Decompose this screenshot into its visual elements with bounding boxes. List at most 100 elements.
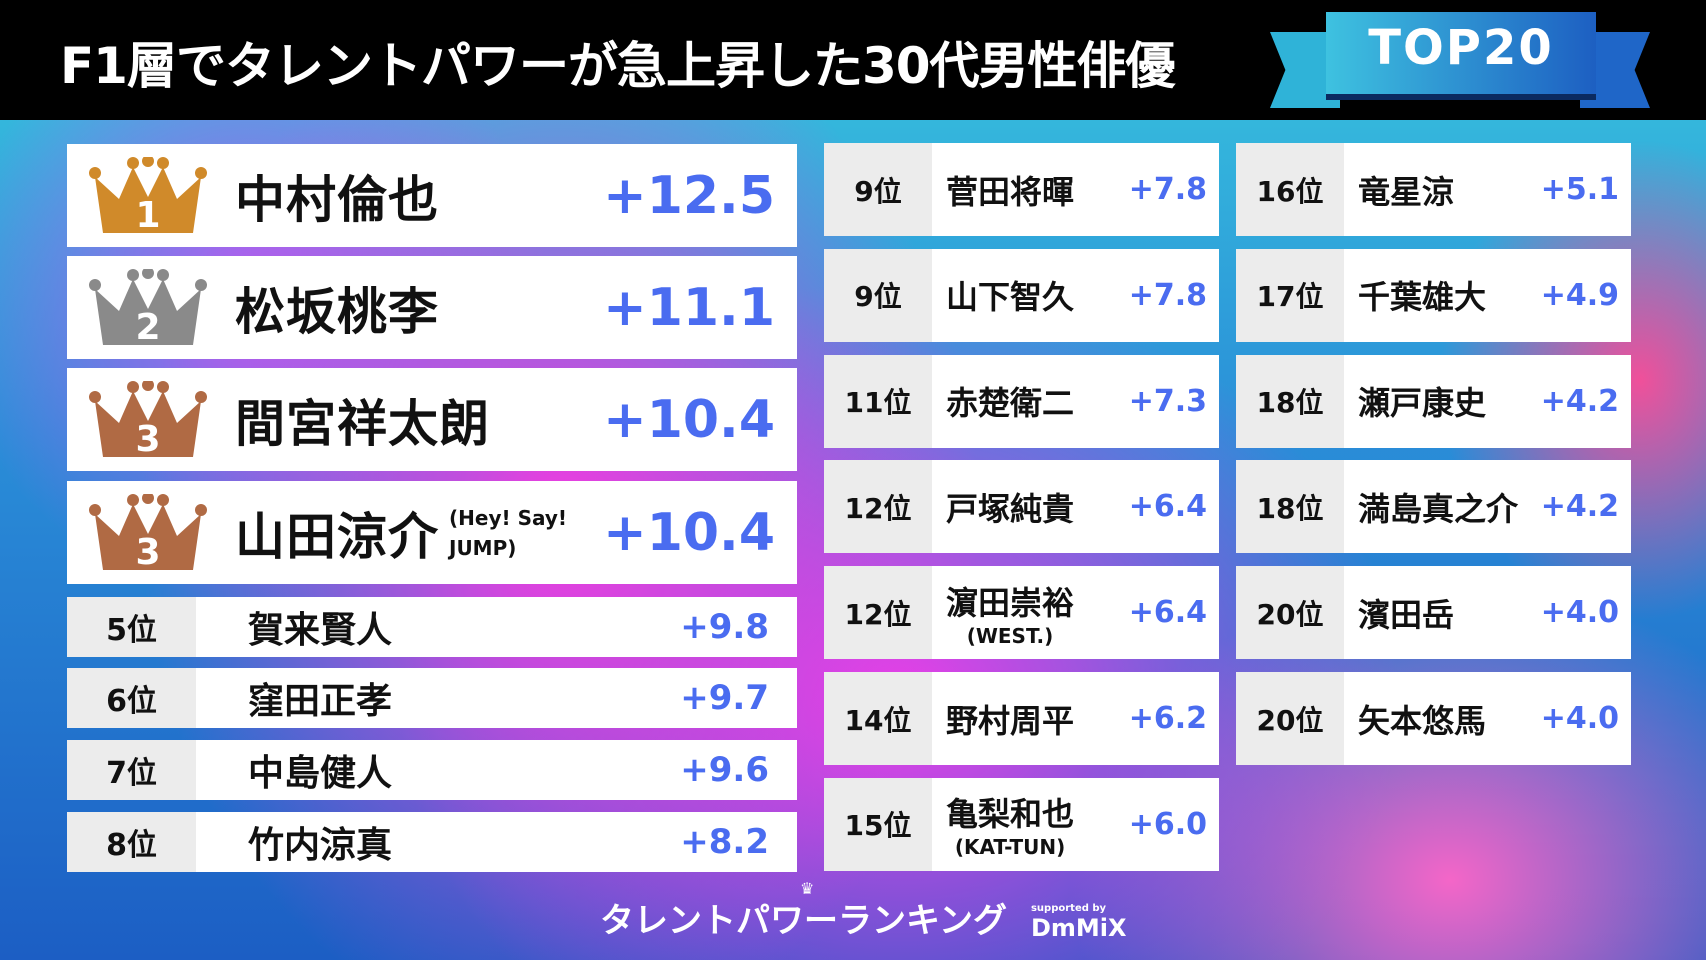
name-block: 千葉雄大 [1358, 272, 1486, 318]
name-block: 赤楚衛二 [946, 378, 1074, 424]
footer-logo-wrap: タレントパワーランキング ♛ [600, 879, 1007, 942]
rank-row: 12位 濵田崇裕 (WEST.) +6.4 [824, 566, 1219, 660]
score-change: +4.0 [1540, 595, 1619, 631]
rank-label: 12位 [824, 566, 932, 660]
name-block: 戸塚純貴 [946, 484, 1074, 530]
crown-shape: 2 [89, 266, 207, 348]
score-change: +9.7 [680, 678, 769, 718]
rank-row: 6位 窪田正孝 +9.7 [67, 668, 797, 728]
name-block: 菅田将暉 [946, 167, 1074, 213]
score-change: +4.2 [1540, 489, 1619, 525]
group-note: (Hey! Say! JUMP) [449, 505, 568, 560]
top-rank-card: 1 中村倫也 +12.5 [67, 144, 797, 247]
svg-text:3: 3 [135, 532, 160, 572]
actor-name: 千葉雄大 [1358, 278, 1487, 317]
crown-icon: ♛ [800, 879, 815, 898]
score-change: +4.0 [1540, 701, 1619, 736]
page-title: F1層でタレントパワーが急上昇した30代男性俳優 [60, 37, 1176, 95]
rank-row: 14位 野村周平 +6.2 [824, 672, 1219, 765]
actor-name: 菅田将暉 [946, 172, 1075, 211]
rank-label: 8位 [67, 812, 196, 872]
bronze-crown-icon: 3 [89, 491, 207, 573]
rank-label: 7位 [67, 740, 196, 800]
rank-label: 20位 [1236, 566, 1344, 660]
rank-row: 15位 亀梨和也 (KAT-TUN) +6.0 [824, 777, 1219, 871]
actor-name: 中島健人 [248, 753, 393, 794]
top20-ribbon: TOP20 [1270, 12, 1650, 108]
gold-crown-icon: 1 [89, 154, 207, 236]
actor-name: 野村周平 [946, 701, 1075, 740]
sponsor-block: supported by DmMiX [1031, 903, 1127, 942]
crown-shape: 3 [89, 378, 207, 460]
rank-label: 5位 [67, 597, 196, 657]
top-rank-card: 3 間宮祥太朗 +10.4 [67, 368, 797, 471]
score-change: +10.4 [603, 502, 775, 563]
rank-label: 15位 [824, 777, 932, 871]
score-change: +7.8 [1128, 277, 1207, 313]
rank-label: 17位 [1236, 248, 1344, 342]
rank-row: 9位 菅田将暉 +7.8 [824, 143, 1219, 236]
score-change: +6.4 [1128, 489, 1207, 525]
rank-row: 12位 戸塚純貴 +6.4 [824, 460, 1219, 554]
rank-label: 12位 [824, 460, 932, 554]
svg-text:2: 2 [135, 307, 160, 347]
rank-row: 7位 中島健人 +9.6 [67, 740, 797, 800]
score-change: +6.0 [1128, 806, 1207, 842]
score-change: +8.2 [680, 822, 769, 862]
actor-name: 瀬戸康史 [1358, 384, 1487, 423]
name-block: 野村周平 [946, 696, 1074, 742]
name-block: 矢本悠馬 [1358, 696, 1486, 742]
actor-name: 竹内涼真 [248, 825, 393, 866]
supported-by-label: supported by [1030, 903, 1107, 914]
rank-row: 17位 千葉雄大 +4.9 [1236, 248, 1631, 342]
score-change: +6.2 [1128, 701, 1207, 736]
rank-row: 9位 山下智久 +7.8 [824, 248, 1219, 342]
rank-row: 16位 竜星涼 +5.1 [1236, 143, 1631, 236]
score-change: +5.1 [1540, 172, 1619, 207]
score-change: +7.8 [1128, 172, 1207, 207]
actor-name: 山下智久 [946, 278, 1075, 317]
actor-name: 戸塚純貴 [946, 489, 1075, 528]
actor-name: 松坂桃李 [235, 282, 439, 341]
rank-label: 9位 [824, 143, 932, 236]
svg-text:3: 3 [135, 419, 160, 459]
name-block: 濱田岳 [1358, 590, 1454, 636]
crown-shape: 1 [89, 154, 207, 236]
sponsor-logo: DmMiX [1030, 914, 1127, 942]
rank-label: 18位 [1236, 460, 1344, 554]
actor-name: 濵田崇裕 [946, 583, 1075, 622]
rank-row: 20位 濱田岳 +4.0 [1236, 566, 1631, 660]
rank-row: 20位 矢本悠馬 +4.0 [1236, 672, 1631, 765]
actor-name: 濱田岳 [1358, 595, 1455, 634]
rank-label: 18位 [1236, 354, 1344, 448]
footer-logo-text: タレントパワーランキング [600, 901, 1007, 941]
rank-row: 11位 赤楚衛二 +7.3 [824, 354, 1219, 448]
score-change: +7.3 [1128, 383, 1207, 419]
rank-row: 8位 竹内涼真 +8.2 [67, 812, 797, 872]
score-change: +12.5 [603, 165, 775, 226]
crown-shape: 3 [89, 491, 207, 573]
top-rank-card: 3 山田涼介 (Hey! Say! JUMP) +10.4 [67, 481, 797, 584]
rank-label: 20位 [1236, 672, 1344, 765]
score-change: +11.1 [603, 277, 775, 338]
name-block: 山下智久 [946, 272, 1074, 318]
rank-label: 9位 [824, 248, 932, 342]
score-change: +9.6 [680, 750, 769, 790]
group-note: (WEST.) [966, 623, 1054, 648]
actor-name: 赤楚衛二 [946, 384, 1075, 423]
name-block: 竜星涼 [1358, 167, 1454, 213]
group-note: (KAT-TUN) [954, 835, 1066, 860]
actor-name: 賀来賢人 [248, 610, 393, 651]
bronze-crown-icon: 3 [89, 378, 207, 460]
actor-name: 山田涼介 [235, 507, 439, 566]
score-change: +9.8 [680, 607, 769, 647]
rank-label: 16位 [1236, 143, 1344, 236]
actor-name: 満島真之介 [1358, 489, 1519, 528]
svg-text:1: 1 [135, 195, 160, 235]
actor-name: 中村倫也 [235, 170, 439, 229]
top-rank-card: 2 松坂桃李 +11.1 [67, 256, 797, 359]
score-change: +10.4 [603, 389, 775, 450]
actor-name: 間宮祥太朗 [235, 394, 490, 453]
name-block: 濵田崇裕 (WEST.) [946, 578, 1074, 648]
rank-row: 5位 賀来賢人 +9.8 [67, 597, 797, 657]
